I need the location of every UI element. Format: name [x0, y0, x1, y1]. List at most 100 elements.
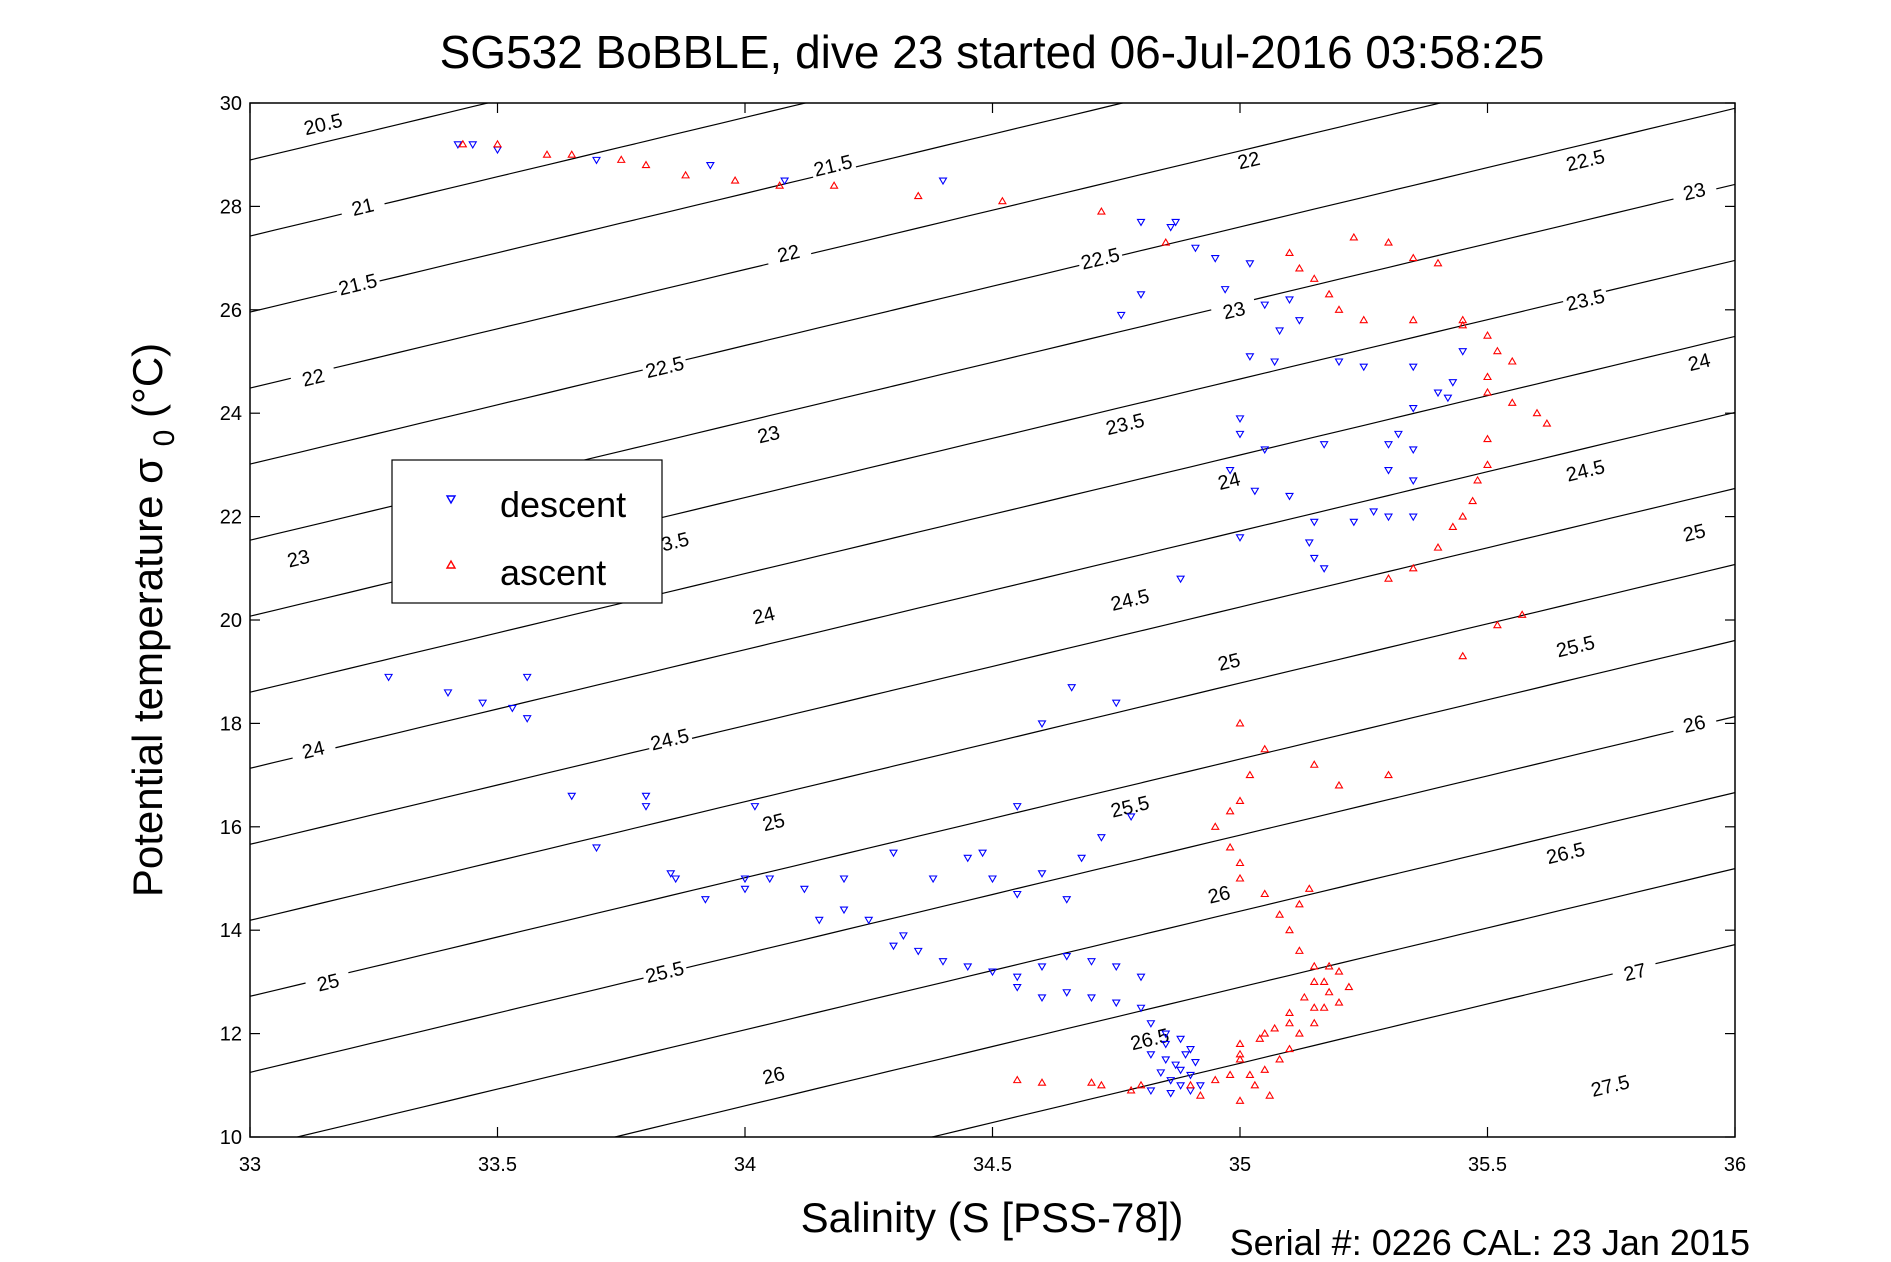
y-tick-label: 26 [220, 300, 242, 322]
ascent-point [1245, 770, 1255, 779]
contour-label: 24 [1205, 466, 1253, 497]
ascent-point [1408, 253, 1418, 262]
descent-point [1384, 467, 1393, 475]
ascent-point [1235, 873, 1245, 882]
ascent-point [1319, 977, 1329, 985]
descent-point [1037, 963, 1047, 971]
descent-point [839, 875, 849, 884]
contour-label-bg [1225, 146, 1273, 176]
descent-point [1161, 1040, 1171, 1049]
descent-point [1349, 518, 1359, 527]
descent-point [1270, 358, 1280, 367]
descent-point [443, 689, 453, 697]
contour-label-bg [1205, 647, 1253, 678]
contour-label-text: 25 [315, 970, 342, 997]
ascent-point [1255, 1034, 1265, 1042]
legend-marker-ascent [445, 559, 457, 569]
descent-point [1304, 539, 1314, 548]
ascent-point [829, 181, 839, 189]
density-contour-line [250, 107, 1735, 465]
ascent-point [1532, 408, 1542, 417]
ascent-point [1294, 899, 1304, 908]
descent-point [1309, 554, 1319, 563]
y-tick-label: 10 [220, 1127, 242, 1149]
contour-label-bg [1101, 409, 1149, 440]
contour-label: 23 [1670, 177, 1719, 208]
descent-point [1260, 446, 1270, 454]
contour-label: 23 [274, 544, 323, 575]
descent-point [814, 916, 824, 925]
descent-point [1319, 565, 1329, 573]
descent-point [780, 177, 790, 186]
ascent-point [1225, 842, 1235, 851]
contour-label-text: 26 [1681, 711, 1708, 738]
ascent-point [1309, 961, 1319, 970]
ascent-point [1344, 982, 1354, 991]
contour-label-text: 26 [1206, 882, 1233, 909]
ascent-point [1210, 822, 1220, 830]
descent-point [978, 849, 988, 858]
contour-label-bg [745, 420, 793, 450]
density-contour-line [250, 103, 1126, 313]
descent-point [1285, 492, 1294, 501]
ascent-point [1195, 1091, 1205, 1099]
descent-point [988, 968, 997, 977]
y-tick-label: 18 [220, 713, 242, 735]
x-tick-label: 35.5 [1468, 1154, 1507, 1176]
ascent-point [1458, 320, 1468, 329]
descent-point [1294, 317, 1304, 325]
y-axis-label: Potential temperature σ 0 (°C) [124, 343, 183, 897]
ascent-point [1483, 387, 1492, 396]
y-tick-label: 22 [220, 507, 242, 529]
y-tick-label: 30 [220, 93, 242, 115]
descent-point [963, 963, 973, 971]
ascent-point [1483, 460, 1492, 468]
descent-point [1245, 353, 1255, 361]
contour-label-bg [1611, 957, 1659, 988]
contour-label-bg [740, 601, 788, 631]
ascent-point [1285, 1008, 1294, 1016]
contour-label-bg [1670, 177, 1719, 208]
ascent-point [1334, 966, 1344, 975]
descent-point [889, 849, 898, 858]
descent-point [1245, 260, 1255, 268]
descent-point [740, 885, 750, 894]
descent-point [988, 875, 997, 884]
ascent-point [1235, 1039, 1245, 1047]
ascent-series [458, 139, 1552, 1104]
ascent-point [1384, 770, 1393, 779]
contour-label-text: 21 [349, 194, 376, 221]
descent-point [1225, 467, 1235, 475]
contour-label-text: 23 [285, 546, 312, 573]
ascent-point [567, 150, 577, 158]
ascent-point [1492, 346, 1502, 355]
descent-point [1235, 430, 1245, 439]
ascent-point [1225, 806, 1235, 815]
descent-point [1166, 1077, 1176, 1085]
ascent-point [1458, 315, 1468, 324]
legend-box [391, 459, 663, 604]
x-tick-label: 34.5 [973, 1154, 1012, 1176]
contour-label-bg [1542, 839, 1590, 869]
density-contour-line [250, 639, 1735, 997]
descent-point [1285, 296, 1294, 305]
ascent-point [1096, 1080, 1106, 1089]
descent-point [1408, 477, 1418, 486]
contour-label-text: 27 [1622, 960, 1649, 987]
ascent-point [1384, 237, 1393, 246]
descent-point [1146, 1087, 1156, 1096]
contour-label: 26 [1670, 709, 1719, 740]
descent-point [1448, 379, 1458, 387]
ascent-point [1483, 331, 1492, 339]
ascent-point [1324, 987, 1334, 996]
contour-label-bg [641, 957, 689, 988]
descent-point [1190, 244, 1200, 253]
ascent-point [1309, 760, 1319, 768]
descent-point [1408, 404, 1418, 413]
ascent-point [1359, 315, 1369, 324]
ascent-point [681, 170, 691, 179]
ascent-point [1235, 1049, 1245, 1058]
contour-label-bg [1210, 296, 1258, 326]
descent-point [1176, 1035, 1186, 1044]
descent-point [1408, 513, 1418, 522]
